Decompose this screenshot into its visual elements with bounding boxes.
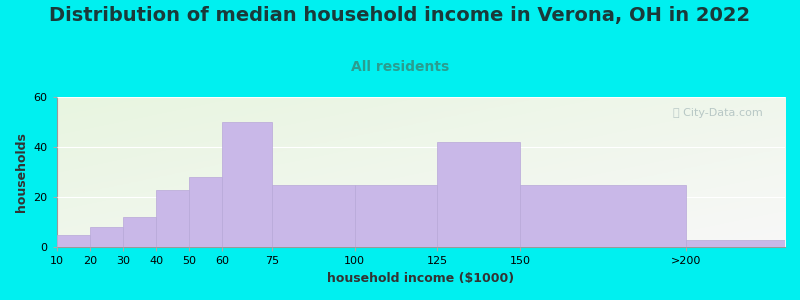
Bar [156, 190, 189, 248]
Bar [189, 177, 222, 247]
Bar [686, 240, 785, 247]
Text: ⓘ City-Data.com: ⓘ City-Data.com [674, 107, 763, 118]
Bar [90, 227, 123, 248]
Bar [520, 185, 686, 248]
Text: Distribution of median household income in Verona, OH in 2022: Distribution of median household income … [50, 6, 750, 25]
Bar [222, 122, 272, 248]
Bar [123, 217, 156, 247]
Text: All residents: All residents [351, 60, 449, 74]
X-axis label: household income ($1000): household income ($1000) [327, 272, 514, 285]
Bar [57, 235, 90, 247]
Bar [438, 142, 520, 248]
Y-axis label: households: households [15, 132, 28, 212]
Bar [354, 185, 438, 248]
Bar [272, 185, 354, 248]
